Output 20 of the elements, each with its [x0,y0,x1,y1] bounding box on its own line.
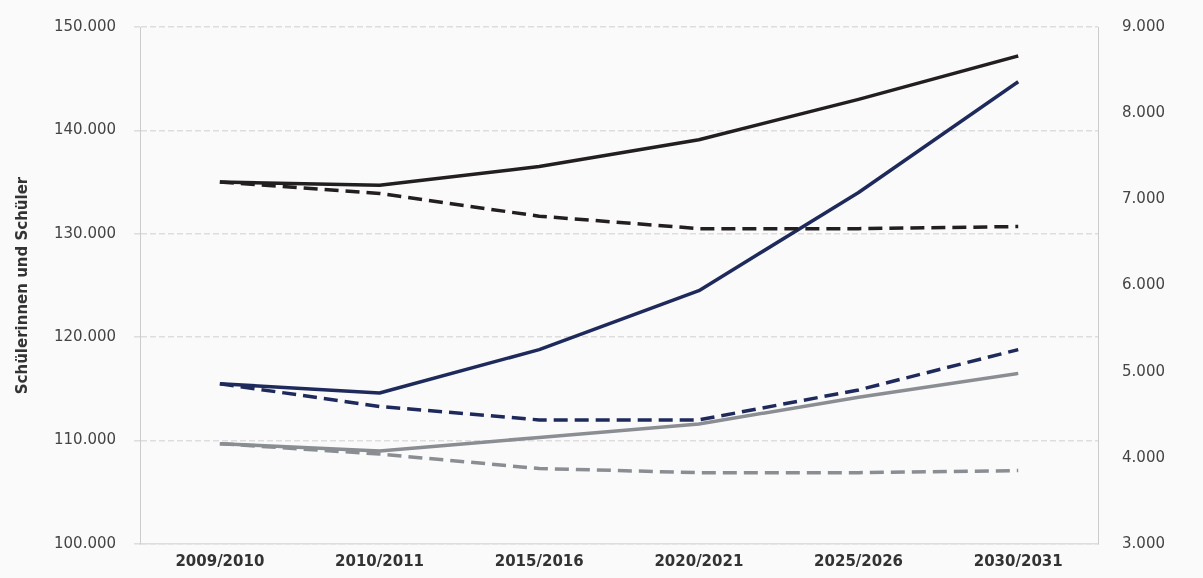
x-tick-label: 2009/2010 [175,551,265,570]
y2-tick-label: 9.000 [1122,16,1166,35]
y-tick-label: 110.000 [54,430,117,449]
y-tick-label: 130.000 [54,223,117,242]
y-tick-label: 150.000 [54,16,117,35]
x-tick-label: 2015/2016 [494,551,584,570]
y2-tick-label: 7.000 [1122,189,1166,208]
x-tick-label: 2025/2026 [814,551,904,570]
y-tick-label: 100.000 [54,533,117,552]
y2-tick-label: 6.000 [1122,275,1166,294]
y-axis-title: Schülerinnen und Schüler [12,176,31,395]
x-tick-label: 2010/2011 [335,551,425,570]
y2-tick-label: 8.000 [1122,103,1166,122]
y2-tick-label: 4.000 [1122,447,1166,466]
y2-tick-label: 3.000 [1122,533,1166,552]
x-tick-label: 2030/2031 [973,551,1063,570]
y2-tick-label: 5.000 [1122,361,1166,380]
x-tick-label: 2020/2021 [654,551,744,570]
y-tick-label: 120.000 [54,327,117,346]
y-tick-label: 140.000 [54,120,117,139]
